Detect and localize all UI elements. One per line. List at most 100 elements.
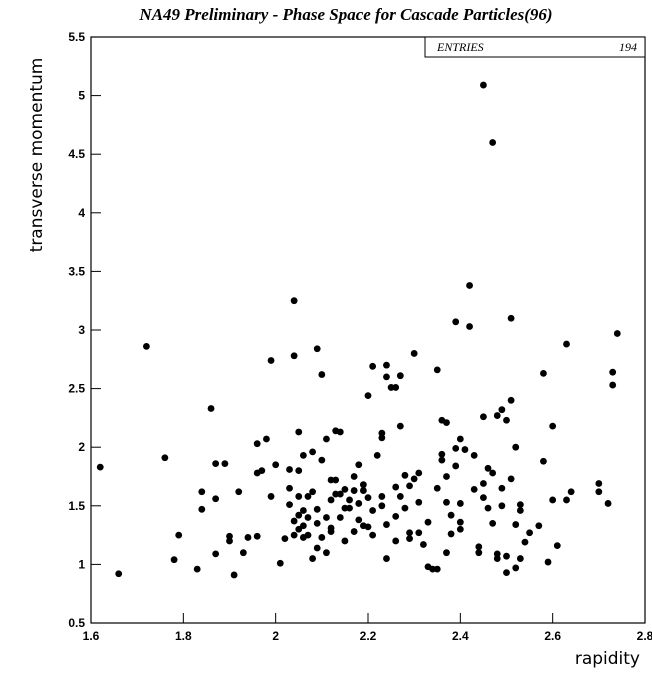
point <box>553 542 561 550</box>
point <box>369 362 377 370</box>
point <box>309 488 316 496</box>
point <box>484 504 492 512</box>
point <box>415 469 423 477</box>
point <box>443 419 450 426</box>
point <box>272 461 280 469</box>
point <box>115 570 123 578</box>
point <box>452 318 460 326</box>
point <box>290 531 298 539</box>
point <box>346 496 353 504</box>
point <box>489 519 497 527</box>
x-axis-label: rapidity <box>575 649 640 669</box>
x-tick-label: 1.8 <box>175 629 192 643</box>
point <box>406 535 413 543</box>
point <box>175 531 183 539</box>
point <box>452 444 460 452</box>
point <box>323 435 330 443</box>
point <box>466 282 473 289</box>
point <box>470 452 478 459</box>
point <box>235 488 243 496</box>
point <box>299 522 307 530</box>
point <box>549 496 557 504</box>
point <box>609 381 617 389</box>
point <box>364 392 372 400</box>
point <box>480 480 487 487</box>
point <box>456 435 464 443</box>
point <box>290 297 298 305</box>
point <box>267 357 275 364</box>
point <box>489 139 497 146</box>
point <box>498 484 506 492</box>
point <box>286 484 293 492</box>
point <box>396 493 404 500</box>
point <box>433 565 441 573</box>
point <box>350 487 358 494</box>
point <box>230 571 238 579</box>
point <box>507 314 515 322</box>
x-tick-label: 1.6 <box>83 629 100 643</box>
point <box>369 507 377 514</box>
point <box>373 452 381 459</box>
point <box>493 550 501 558</box>
point <box>281 535 289 543</box>
point <box>336 514 344 521</box>
point <box>355 500 363 507</box>
chart-title: NA49 Preliminary - Phase Space for Casca… <box>138 5 552 24</box>
point <box>221 460 229 468</box>
point <box>309 555 316 562</box>
point <box>267 493 275 500</box>
y-tick-label: 1.5 <box>68 499 85 513</box>
point <box>96 463 104 471</box>
point <box>438 450 446 458</box>
point <box>299 452 307 459</box>
point <box>456 518 464 526</box>
point <box>563 496 570 504</box>
point <box>143 343 150 350</box>
point <box>540 457 547 465</box>
point <box>503 552 510 560</box>
point <box>341 485 349 493</box>
point <box>516 555 524 562</box>
point <box>378 429 386 437</box>
stats-entries: 194 <box>619 40 637 54</box>
point <box>516 501 524 509</box>
point <box>359 481 367 489</box>
point <box>290 517 298 525</box>
point <box>512 521 520 528</box>
x-tick-label: 2.4 <box>452 629 469 643</box>
point <box>447 511 455 519</box>
point <box>161 454 169 462</box>
y-tick-label: 3 <box>78 323 85 337</box>
point <box>480 81 487 89</box>
point <box>475 543 483 551</box>
point <box>193 565 201 573</box>
point <box>286 501 293 509</box>
point <box>313 345 321 353</box>
point <box>318 456 326 464</box>
point <box>392 483 400 491</box>
point <box>433 484 441 492</box>
point <box>410 350 418 357</box>
point <box>276 559 284 567</box>
point <box>226 532 233 540</box>
point <box>226 537 233 545</box>
point <box>336 490 344 498</box>
point <box>332 476 340 484</box>
point <box>341 537 349 545</box>
point <box>410 475 418 483</box>
point <box>350 473 358 480</box>
point <box>392 537 400 545</box>
point <box>415 498 423 506</box>
point <box>613 330 621 337</box>
y-tick-label: 2 <box>78 440 85 454</box>
point <box>304 514 312 521</box>
point <box>295 511 303 519</box>
y-tick-label: 4 <box>78 206 85 220</box>
point <box>383 361 390 369</box>
point <box>239 549 247 557</box>
point <box>295 493 303 500</box>
point <box>327 524 335 532</box>
point <box>535 522 543 530</box>
point <box>170 556 178 564</box>
